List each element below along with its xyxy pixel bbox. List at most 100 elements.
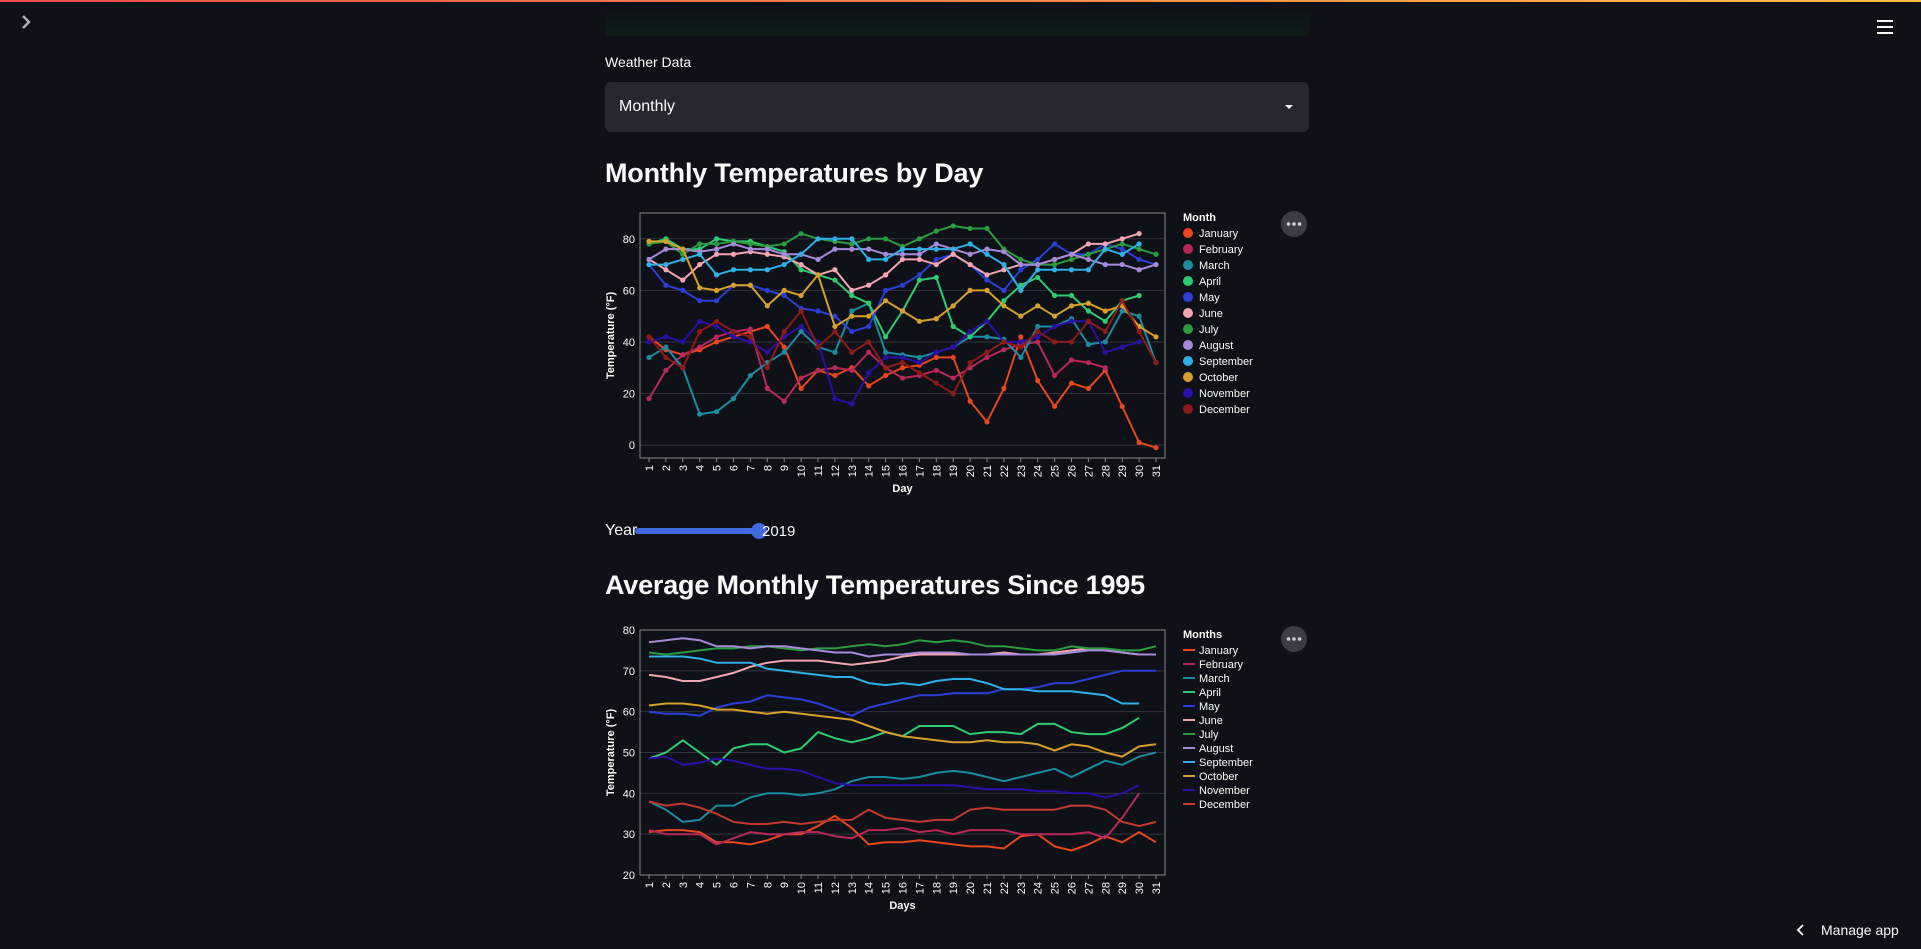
data-point (663, 334, 669, 340)
data-point (1018, 261, 1024, 268)
data-point (730, 251, 737, 257)
legend-symbol (1183, 404, 1193, 414)
x-tick-label: 11 (813, 882, 825, 893)
data-point (866, 282, 872, 288)
data-point (933, 367, 939, 373)
data-point (866, 370, 872, 376)
data-point (984, 287, 990, 293)
data-point (1153, 334, 1159, 340)
y-tick-label: 80 (623, 625, 635, 637)
data-point (933, 380, 939, 386)
data-point (849, 292, 855, 299)
data-point (815, 367, 821, 373)
x-tick-label: 27 (1083, 465, 1095, 477)
previous-element-fade (605, 8, 1309, 36)
data-point (1018, 313, 1024, 319)
y-tick-label: 80 (623, 234, 635, 246)
legend-symbol (1183, 372, 1193, 382)
y-axis-title: Temperature (°F) (605, 709, 617, 797)
data-point (1052, 267, 1058, 273)
x-tick-label: 17 (914, 882, 926, 894)
weather-data-select[interactable]: Monthly (605, 82, 1309, 132)
x-tick-label: 6 (729, 882, 741, 888)
x-tick-label: 24 (1033, 465, 1045, 477)
series-line (648, 814, 1157, 852)
data-point (883, 298, 889, 304)
data-point (1068, 318, 1075, 324)
series-line (648, 325, 1157, 449)
x-tick-label: 20 (965, 882, 977, 894)
legend-symbol (1183, 292, 1193, 302)
data-point (899, 365, 906, 371)
data-point (781, 241, 787, 247)
data-point (747, 246, 753, 252)
data-point (883, 287, 889, 293)
data-point (1102, 241, 1108, 247)
chart1-menu-button[interactable] (1281, 211, 1307, 237)
data-point (697, 318, 703, 324)
year-slider-thumb[interactable] (751, 523, 767, 539)
legend-label: September (1199, 356, 1253, 368)
x-tick-label: 2 (661, 882, 673, 888)
data-point (798, 385, 804, 391)
data-point (849, 246, 855, 252)
x-tick-label: 22 (999, 465, 1011, 477)
data-point (764, 267, 770, 273)
data-point (866, 300, 872, 306)
data-point (1052, 261, 1058, 268)
data-point (1052, 292, 1058, 299)
chevron-left-icon (1796, 924, 1804, 936)
data-point (1119, 261, 1125, 268)
more-horizontal-icon (1286, 637, 1302, 641)
data-point (714, 287, 720, 293)
data-point (916, 359, 922, 366)
data-point (714, 241, 720, 247)
data-point (883, 365, 889, 371)
data-point (967, 398, 973, 404)
data-point (916, 236, 922, 242)
data-point (1153, 359, 1159, 366)
legend-label: March (1199, 260, 1230, 272)
legend-label: December (1199, 799, 1250, 811)
series-line (648, 792, 1140, 846)
legend-label: July (1199, 729, 1219, 741)
data-point (798, 251, 804, 257)
data-point (798, 323, 804, 330)
data-point (1136, 246, 1142, 252)
chevron-right-icon (22, 15, 31, 29)
data-point (714, 408, 720, 415)
data-point (714, 251, 720, 257)
sidebar-toggle-button[interactable] (14, 10, 40, 36)
data-point (781, 292, 787, 299)
data-point (883, 236, 889, 242)
data-point (933, 261, 939, 268)
x-tick-label: 9 (779, 882, 791, 888)
data-point (916, 246, 922, 252)
series-line (648, 702, 1157, 758)
x-tick-label: 3 (678, 882, 690, 888)
x-tick-label: 29 (1117, 882, 1129, 894)
data-point (1001, 385, 1007, 391)
data-point (1085, 251, 1091, 257)
series-line (649, 655, 1140, 705)
data-point (1035, 334, 1041, 340)
data-point (815, 256, 821, 263)
data-point (984, 349, 990, 355)
main-menu-button[interactable] (1874, 16, 1896, 38)
x-tick-label: 5 (712, 882, 724, 888)
series-line (648, 647, 1140, 682)
chart2-menu-button[interactable] (1281, 626, 1307, 652)
data-point (730, 282, 737, 288)
x-tick-label: 17 (914, 465, 926, 477)
series-line (648, 637, 1156, 658)
x-tick-label: 6 (729, 465, 741, 471)
data-point (950, 390, 956, 397)
legend-symbol (1183, 244, 1193, 254)
data-point (916, 272, 922, 278)
data-point (933, 228, 939, 234)
data-point (1068, 251, 1075, 257)
year-slider-track[interactable] (635, 523, 767, 539)
manage-app-button[interactable]: Manage app (1795, 918, 1915, 942)
data-point (1119, 236, 1125, 242)
x-tick-label: 18 (931, 465, 943, 477)
